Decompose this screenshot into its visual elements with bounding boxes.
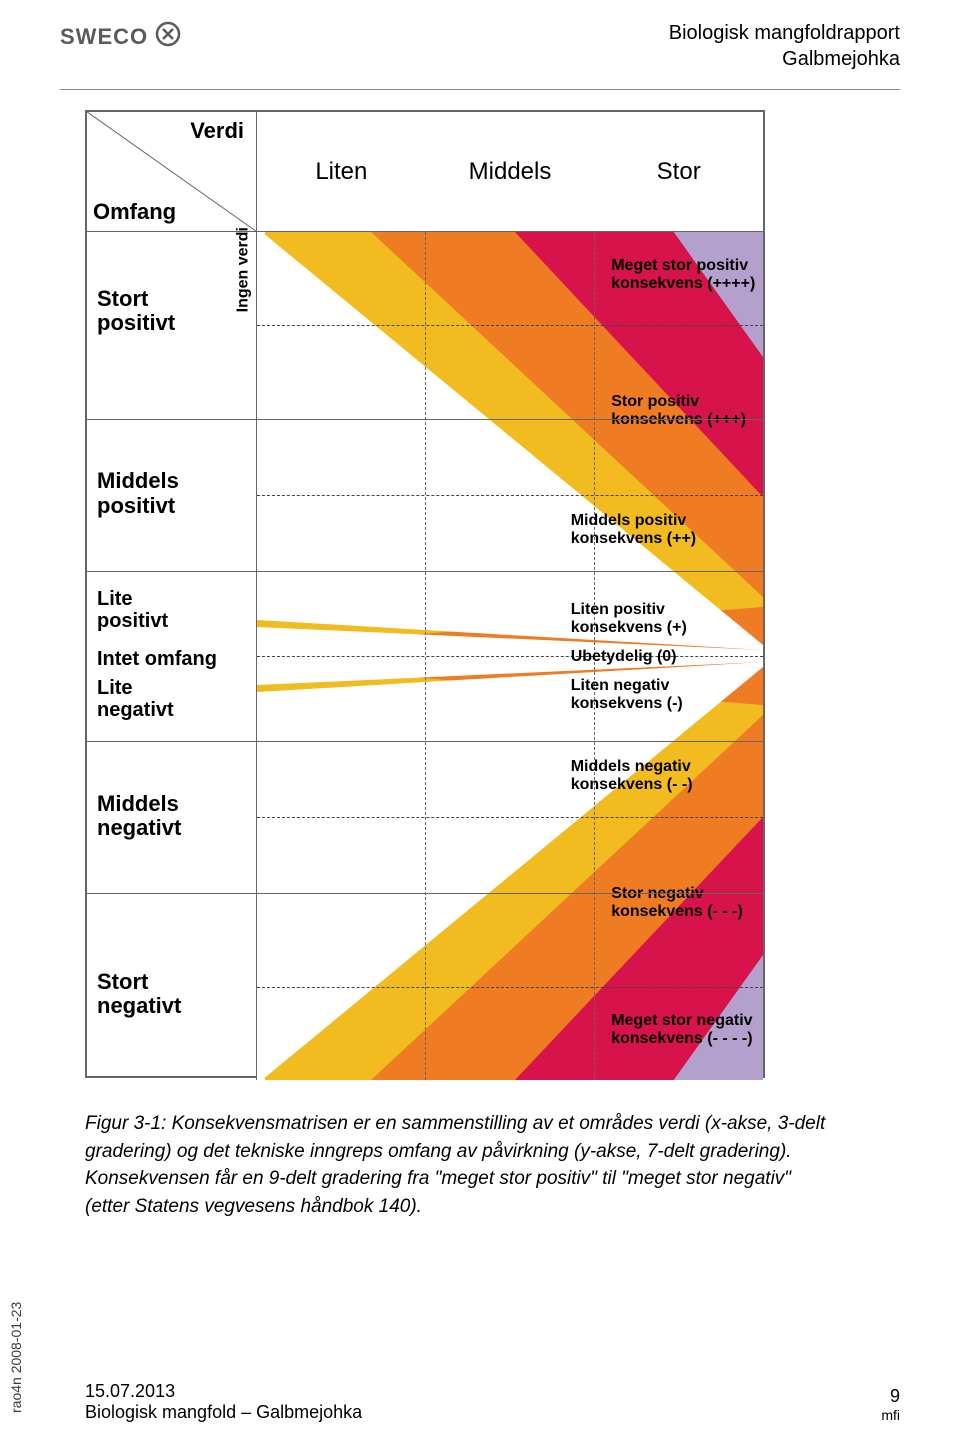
footer-title: Biologisk mangfold – Galbmejohka (85, 1402, 362, 1423)
row-label: Stortpositivt (97, 287, 175, 335)
header-report-title: Biologisk mangfoldrapport Galbmejohka (669, 20, 900, 72)
footer-left: 15.07.2013 Biologisk mangfold – Galbmejo… (85, 1381, 362, 1423)
col-head-middels: Middels (426, 112, 595, 232)
logo-icon (154, 20, 182, 54)
footer-mfi: mfi (881, 1407, 900, 1423)
report-line2: Galbmejohka (669, 46, 900, 72)
col-head-stor: Stor (594, 112, 763, 232)
row-dash (257, 495, 763, 496)
figure-caption: Figur 3-1: Konsekvensmatrisen er en samm… (85, 1110, 840, 1220)
consequence-label: Middels positivkonsekvens (++) (571, 512, 696, 548)
row-dash (257, 325, 763, 326)
row-border (87, 419, 763, 420)
corner-verdi-label: Verdi (190, 118, 244, 144)
footer-page: 9 (881, 1386, 900, 1407)
row-label: Middelspositivt (97, 469, 179, 517)
row-label: Intet omfang (97, 648, 217, 670)
side-code: rao4n 2008-01-23 (8, 1302, 24, 1413)
page-footer: 15.07.2013 Biologisk mangfold – Galbmejo… (85, 1381, 900, 1423)
page-header: SWECO Biologisk mangfoldrapport Galbmejo… (60, 20, 900, 90)
row-label: Stortnegativt (97, 970, 181, 1018)
matrix-header-row: Verdi Omfang Ingen verdi Liten Middels S… (87, 112, 763, 232)
corner-omfang-label: Omfang (93, 199, 176, 225)
row-label: Litepositivt (97, 588, 168, 632)
chart-area: Meget stor positivkonsekvens (++++) Stor … (257, 232, 763, 1080)
consequence-label: Liten positivkonsekvens (+) (571, 601, 687, 637)
row-border (87, 741, 763, 742)
logo-text: SWECO (60, 24, 148, 50)
consequence-label: Ubetydelig (0) (571, 648, 677, 666)
consequence-label: Meget stor negativkonsekvens (- - - -) (611, 1012, 752, 1048)
row-labels-col: Stortpositivt Middelspositivt Litepositivt… (87, 232, 257, 1080)
footer-right: 9 mfi (881, 1386, 900, 1423)
consequence-label: Stor positivkonsekvens (+++) (611, 393, 746, 429)
footer-date: 15.07.2013 (85, 1381, 362, 1402)
row-border (87, 571, 763, 572)
row-dash (257, 987, 763, 988)
consequence-label: Meget stor positivkonsekvens (++++) (611, 257, 755, 293)
matrix-body: Stortpositivt Middelspositivt Litepositivt… (87, 232, 763, 1080)
matrix-corner: Verdi Omfang Ingen verdi (87, 112, 257, 232)
row-dash (257, 656, 763, 657)
row-label: Middelsnegativt (97, 792, 181, 840)
row-border (87, 893, 763, 894)
col-head-liten: Liten (257, 112, 426, 232)
consequence-label: Liten negativkonsekvens (-) (571, 677, 683, 713)
row-label: Litenegativt (97, 677, 174, 721)
consequence-label: Middels negativkonsekvens (- -) (571, 758, 693, 794)
consequence-label: Stor negativkonsekvens (- - -) (611, 885, 743, 921)
consequence-matrix: Verdi Omfang Ingen verdi Liten Middels S… (85, 110, 765, 1078)
report-line1: Biologisk mangfoldrapport (669, 20, 900, 46)
row-dash (257, 817, 763, 818)
